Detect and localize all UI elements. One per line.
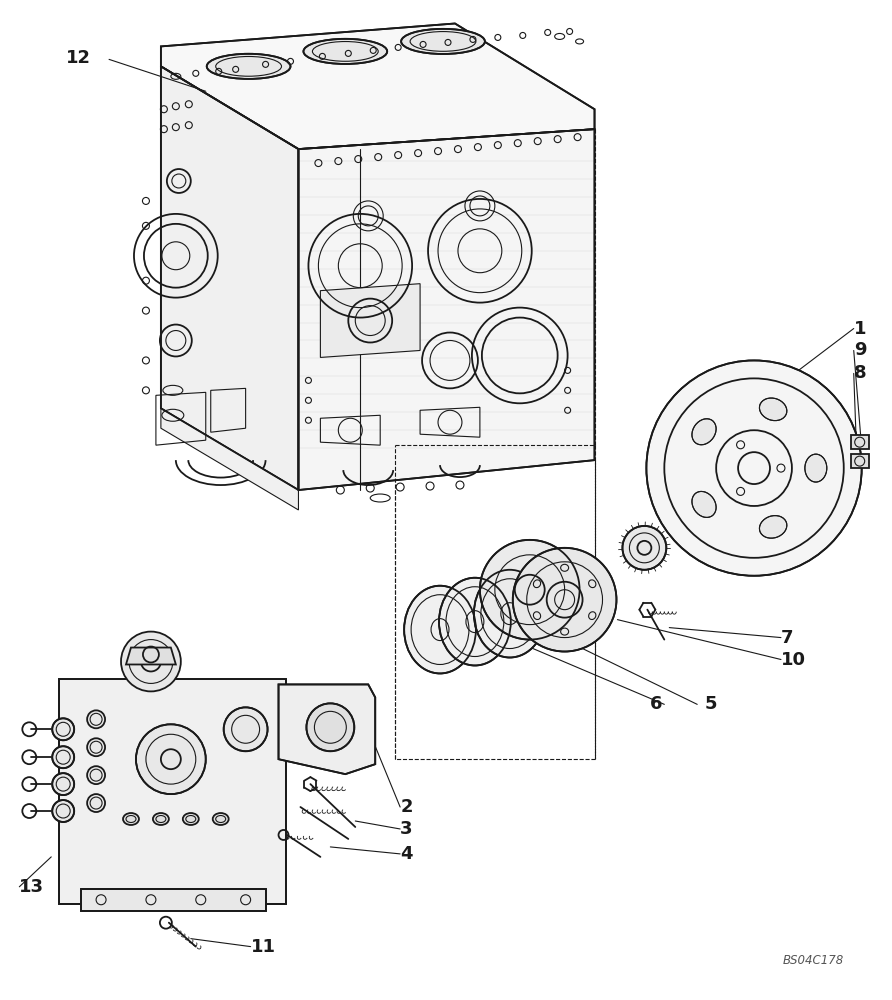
- Polygon shape: [320, 284, 420, 357]
- Ellipse shape: [183, 813, 199, 825]
- Text: 8: 8: [854, 364, 866, 382]
- Polygon shape: [59, 679, 285, 904]
- Circle shape: [87, 738, 105, 756]
- Text: 12: 12: [66, 49, 91, 67]
- Circle shape: [513, 548, 616, 652]
- Polygon shape: [161, 66, 299, 490]
- Text: 4: 4: [401, 845, 413, 863]
- Circle shape: [647, 360, 862, 576]
- Ellipse shape: [692, 491, 716, 517]
- Polygon shape: [851, 454, 869, 468]
- Text: 2: 2: [401, 798, 413, 816]
- Circle shape: [87, 766, 105, 784]
- Ellipse shape: [303, 39, 387, 64]
- Text: 6: 6: [650, 695, 663, 713]
- Ellipse shape: [692, 419, 716, 445]
- Text: 10: 10: [781, 651, 806, 669]
- Ellipse shape: [123, 813, 139, 825]
- Circle shape: [307, 703, 354, 751]
- Circle shape: [87, 794, 105, 812]
- Ellipse shape: [401, 29, 485, 54]
- Ellipse shape: [474, 570, 546, 658]
- Text: 5: 5: [704, 695, 716, 713]
- Polygon shape: [161, 23, 595, 149]
- Text: 1: 1: [854, 320, 866, 338]
- Circle shape: [136, 724, 206, 794]
- Polygon shape: [81, 889, 266, 911]
- Circle shape: [224, 707, 268, 751]
- Text: BS04C178: BS04C178: [782, 954, 844, 967]
- Polygon shape: [278, 684, 376, 774]
- Text: 9: 9: [854, 341, 866, 359]
- Circle shape: [53, 800, 74, 822]
- Ellipse shape: [759, 516, 787, 538]
- Circle shape: [53, 773, 74, 795]
- Text: 3: 3: [401, 820, 413, 838]
- Polygon shape: [851, 435, 869, 449]
- Text: 13: 13: [20, 878, 45, 896]
- Polygon shape: [126, 648, 176, 664]
- Ellipse shape: [404, 586, 476, 673]
- Ellipse shape: [153, 813, 169, 825]
- Text: 11: 11: [251, 938, 276, 956]
- Polygon shape: [161, 408, 299, 510]
- Circle shape: [53, 718, 74, 740]
- Ellipse shape: [439, 578, 511, 665]
- Polygon shape: [299, 129, 595, 490]
- Text: 7: 7: [781, 629, 794, 647]
- Circle shape: [623, 526, 666, 570]
- Circle shape: [87, 710, 105, 728]
- Ellipse shape: [212, 813, 228, 825]
- Circle shape: [53, 746, 74, 768]
- Ellipse shape: [805, 454, 827, 482]
- Ellipse shape: [759, 398, 787, 421]
- Circle shape: [480, 540, 580, 640]
- Circle shape: [121, 632, 181, 691]
- Ellipse shape: [207, 54, 291, 79]
